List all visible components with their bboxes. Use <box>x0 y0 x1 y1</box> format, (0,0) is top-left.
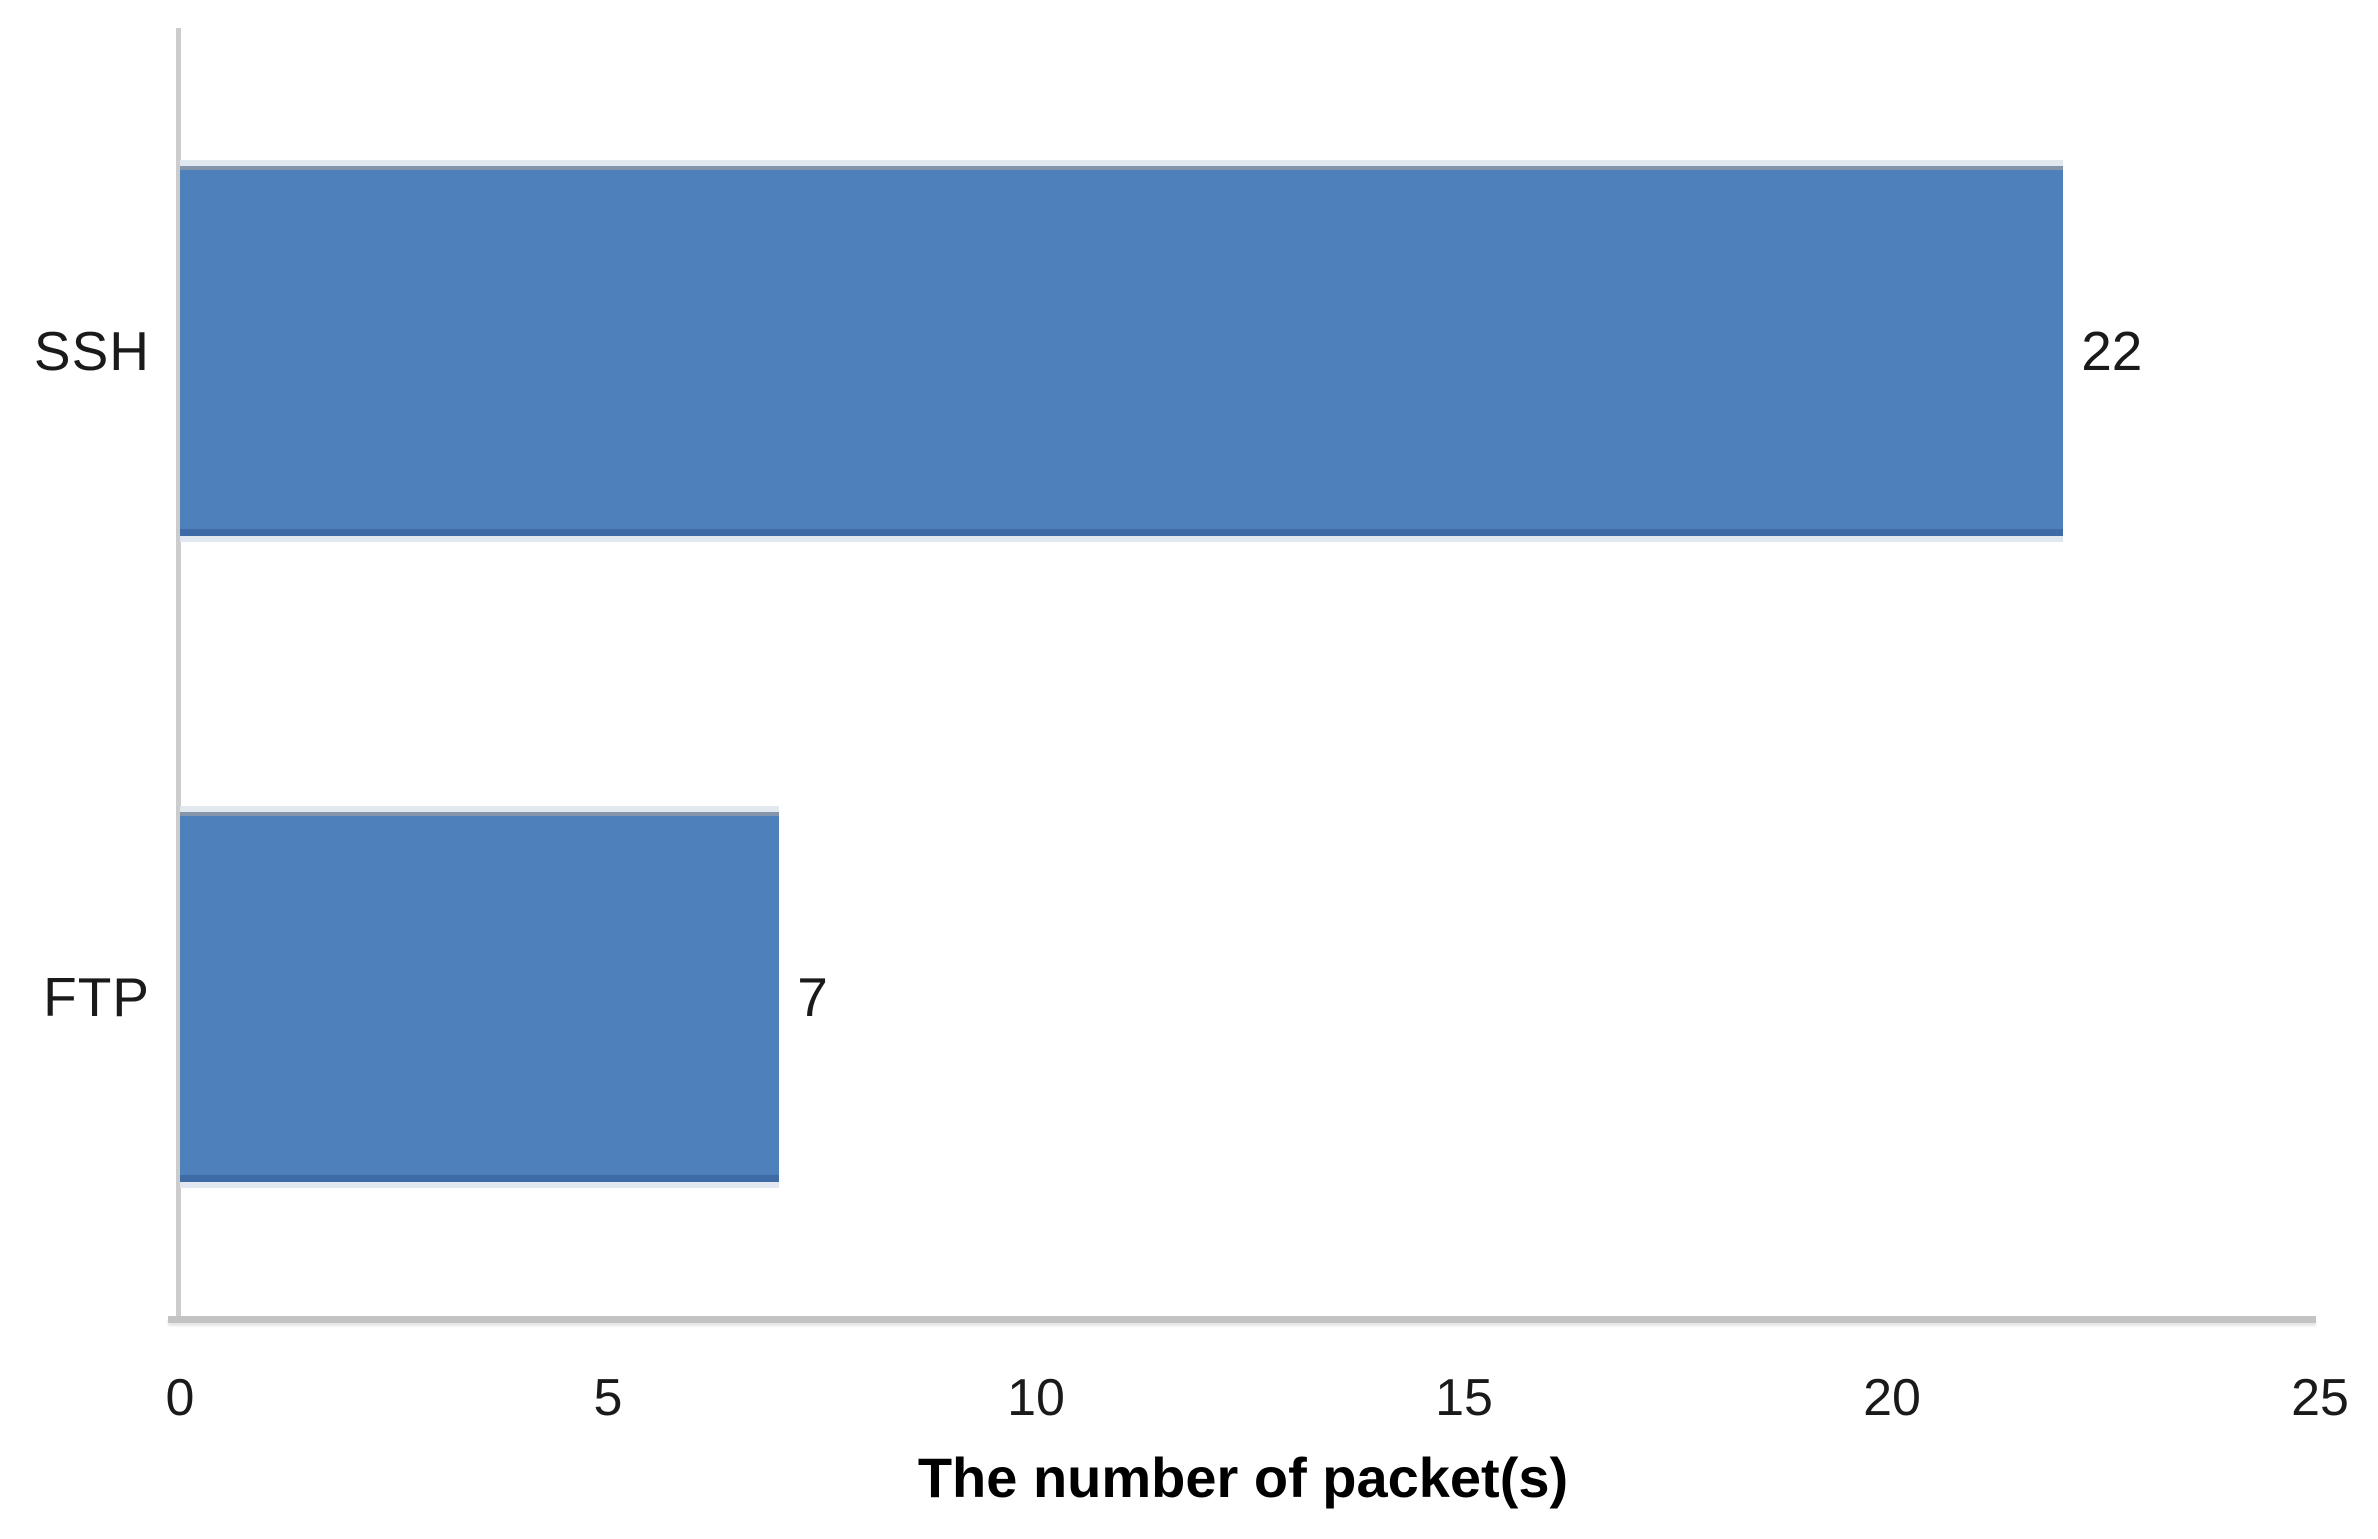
x-tick-15: 15 <box>1435 1369 1493 1427</box>
bar-ftp <box>180 812 780 1182</box>
x-tick-0: 0 <box>165 1369 195 1427</box>
category-label-ftp: FTP <box>43 966 150 1028</box>
y-axis-line <box>176 28 181 1322</box>
x-axis-title: The number of packet(s) <box>917 1446 1569 1509</box>
x-tick-25: 25 <box>2291 1369 2349 1427</box>
category-label-ssh: SSH <box>33 320 150 382</box>
x-tick-20: 20 <box>1863 1369 1921 1427</box>
x-axis-line <box>168 1316 2316 1323</box>
x-tick-5: 5 <box>593 1369 623 1427</box>
value-label-ssh: 22 <box>2081 320 2143 382</box>
value-label-ftp: 7 <box>797 966 828 1028</box>
bar-ssh <box>180 166 2064 536</box>
x-tick-10: 10 <box>1007 1369 1065 1427</box>
